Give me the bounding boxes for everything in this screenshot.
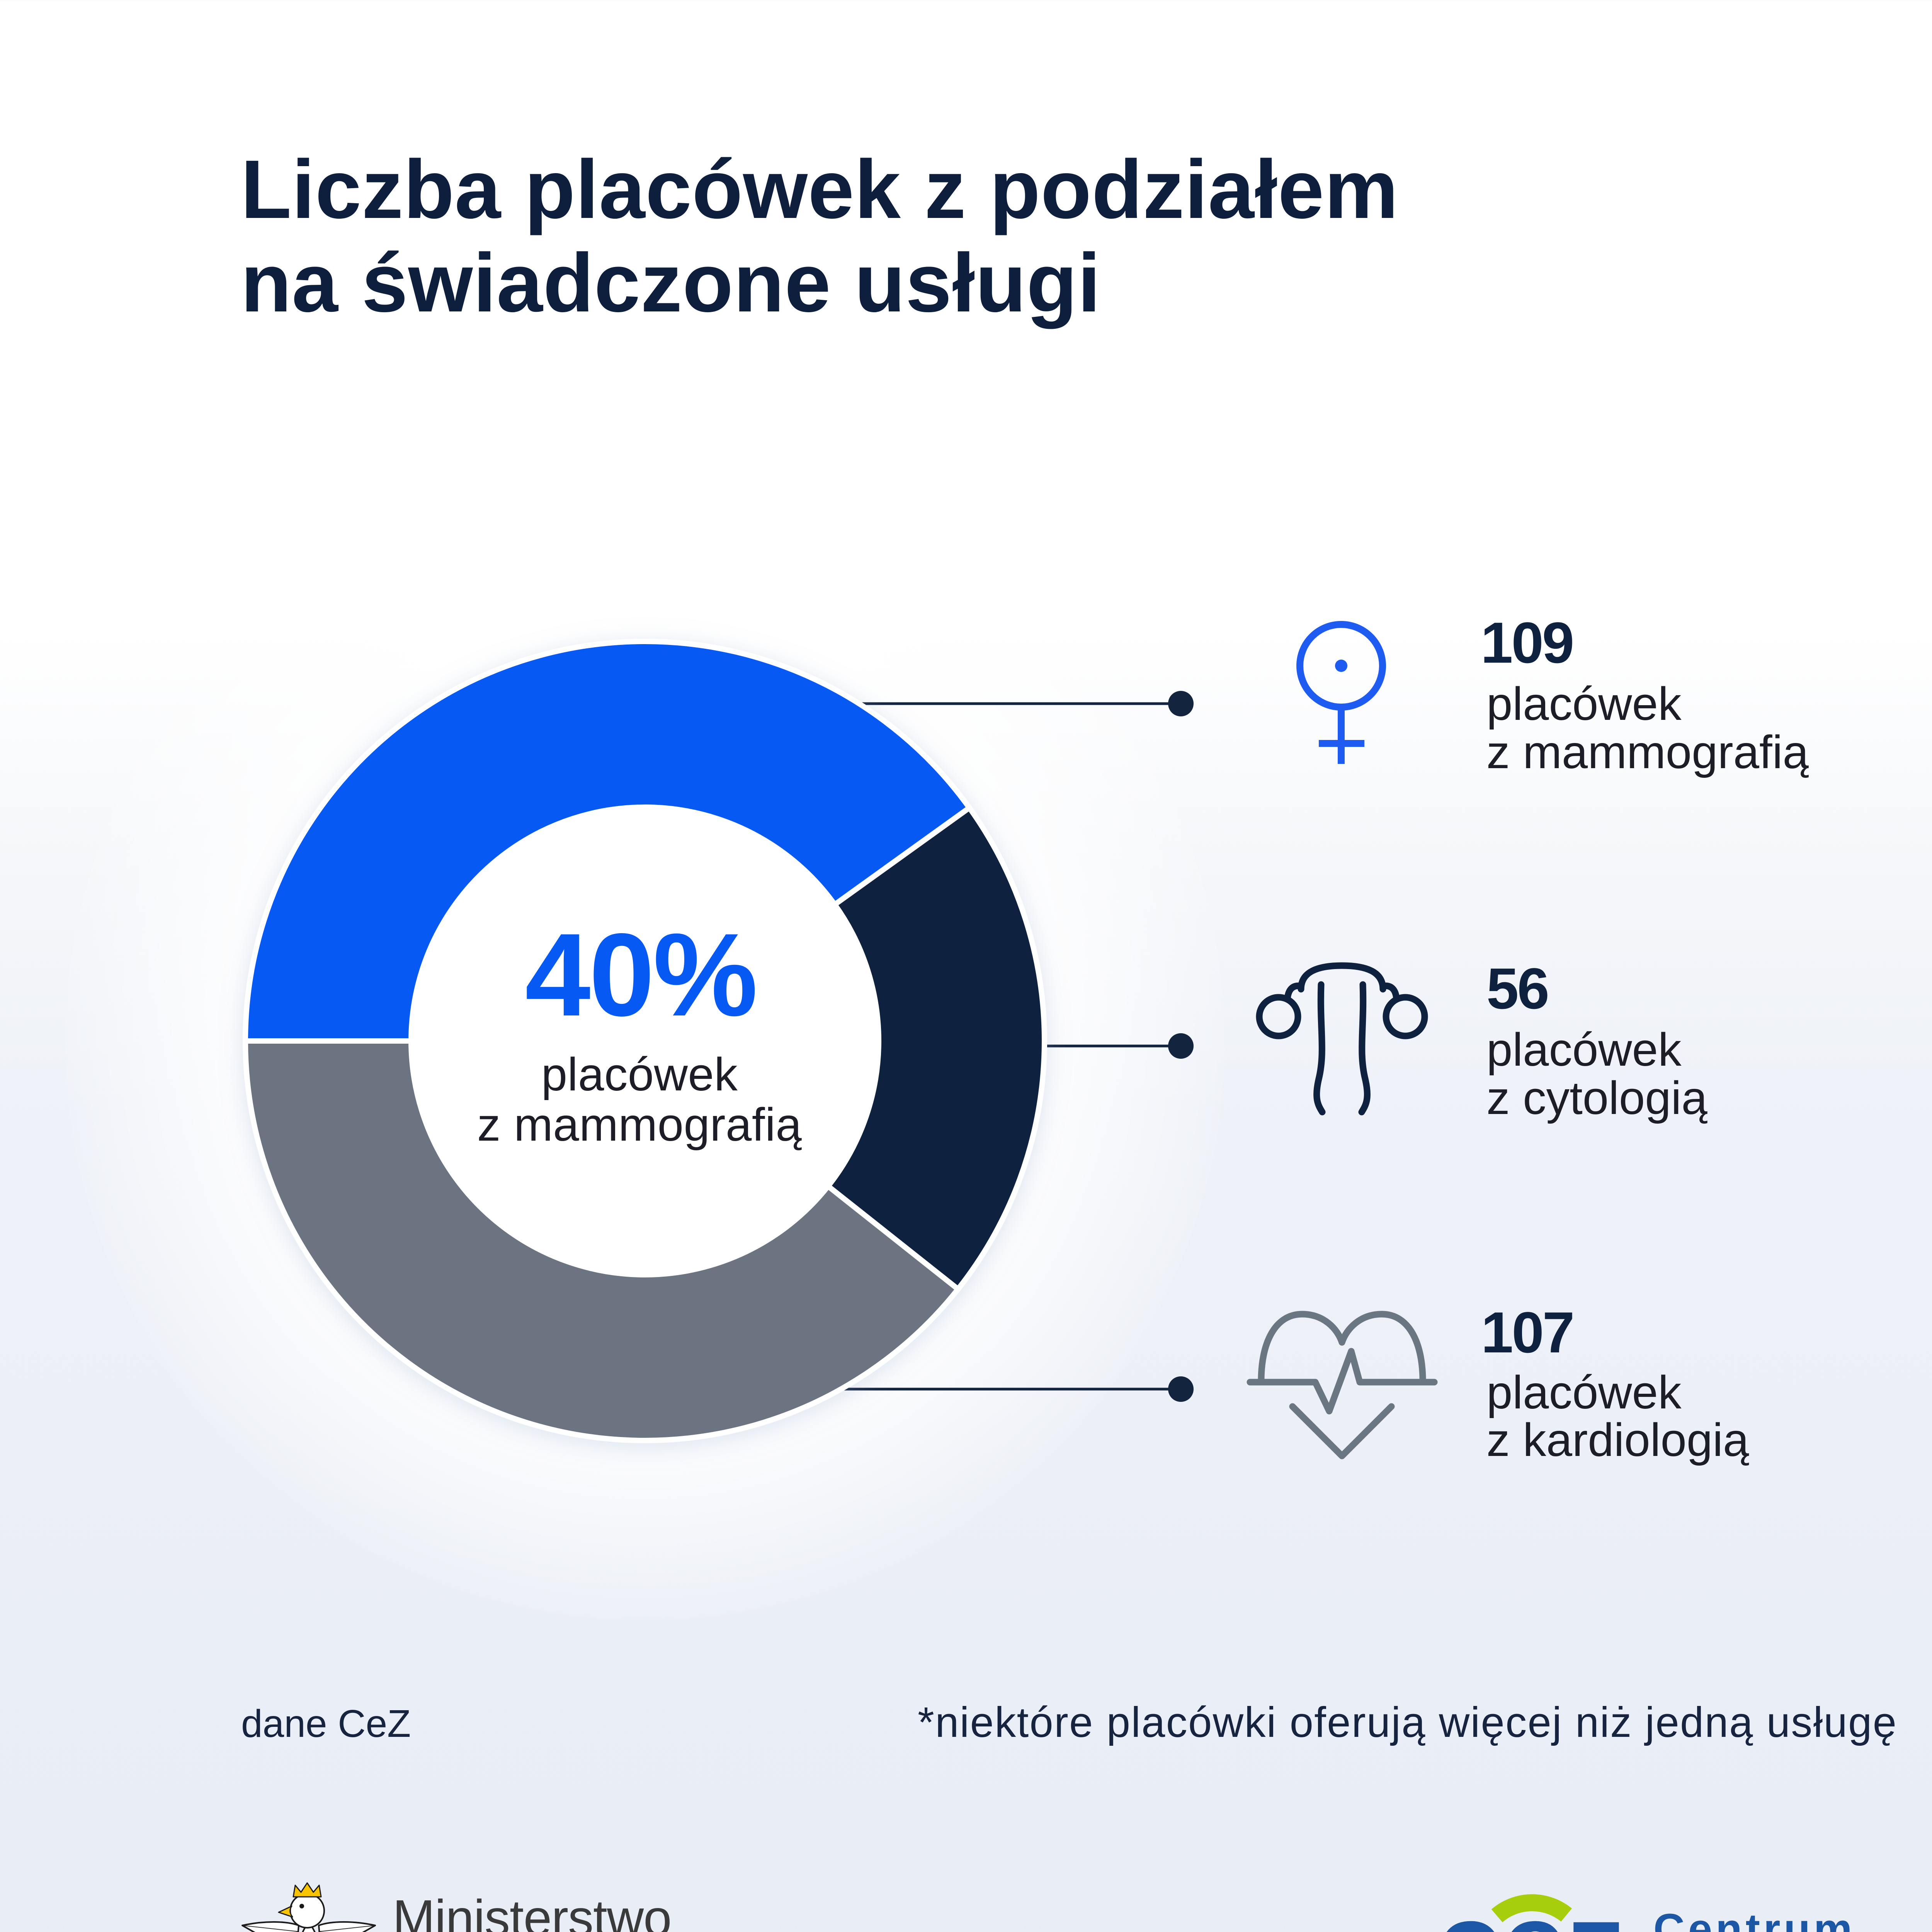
- svg-text:na świadczone usługi: na świadczone usługi: [241, 236, 1101, 329]
- svg-text:z kardiologią: z kardiologią: [1486, 1413, 1749, 1466]
- svg-text:placówek: placówek: [1486, 1023, 1682, 1076]
- svg-text:placówek: placówek: [1486, 677, 1682, 730]
- svg-text:56: 56: [1486, 956, 1548, 1021]
- svg-text:placówek: placówek: [541, 1048, 738, 1100]
- svg-text:Ministerstwo: Ministerstwo: [393, 1889, 671, 1932]
- svg-text:40%: 40%: [525, 909, 756, 1041]
- svg-text:*niektóre placówki oferują wię: *niektóre placówki oferują więcej niż je…: [918, 1699, 1897, 1746]
- svg-text:Centrum: Centrum: [1653, 1905, 1855, 1932]
- svg-text:placówek: placówek: [1486, 1366, 1682, 1418]
- svg-text:z mammografią: z mammografią: [477, 1098, 802, 1151]
- svg-text:z mammografią: z mammografią: [1486, 726, 1809, 778]
- svg-text:107: 107: [1481, 1300, 1573, 1365]
- svg-text:Liczba placówek z podziałem: Liczba placówek z podziałem: [241, 143, 1399, 236]
- svg-text:dane CeZ: dane CeZ: [241, 1702, 411, 1745]
- svg-text:109: 109: [1481, 610, 1573, 675]
- svg-text:z cytologią: z cytologią: [1486, 1071, 1708, 1124]
